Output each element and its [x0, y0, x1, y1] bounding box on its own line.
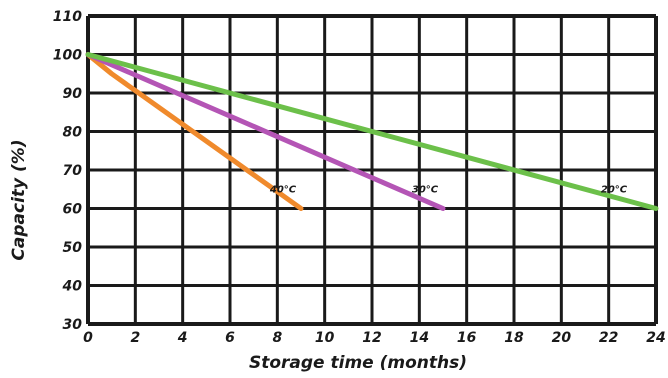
series-line-2 [85, 52, 446, 211]
x-tick-label: 8 [272, 330, 282, 346]
y-tick-label: 110 [53, 9, 82, 25]
x-tick-label: 12 [362, 330, 381, 346]
x-tick-label: 24 [646, 330, 665, 346]
x-tick-label: 0 [83, 330, 93, 346]
series-labels: 40°C 30°C 20°C [269, 185, 628, 196]
x-tick-label: 14 [410, 330, 429, 346]
x-axis-title: Storage time (months) [249, 353, 467, 373]
series-line-3 [85, 52, 659, 211]
series-label-1: 40°C [269, 185, 297, 196]
y-tick-label: 50 [63, 240, 83, 256]
y-tick-label: 80 [63, 125, 83, 141]
y-tick-label: 40 [62, 279, 83, 295]
x-tick-label: 4 [177, 330, 188, 346]
series-lines [85, 52, 659, 211]
y-tick-label: 60 [63, 202, 83, 218]
x-tick-label: 2 [130, 330, 140, 346]
x-tick-label: 20 [552, 330, 572, 346]
y-tick-label: 70 [63, 163, 83, 179]
series-label-2: 30°C [412, 185, 439, 196]
y-axis-title: Capacity (%) [9, 139, 29, 260]
axis-ticks: 0 2 4 6 8 10 12 14 16 18 20 22 243040506070809010011… [53, 9, 666, 346]
x-tick-label: 18 [504, 330, 524, 346]
series-line-1 [85, 52, 304, 211]
grid [86, 14, 658, 326]
y-tick-label: 100 [53, 48, 82, 64]
x-tick-label: 10 [315, 330, 335, 346]
x-tick-label: 6 [225, 330, 235, 346]
x-tick-label: 22 [599, 330, 618, 346]
series-label-3: 20°C [601, 185, 628, 196]
x-tick-label: 16 [457, 330, 477, 346]
y-tick-label: 30 [63, 317, 83, 333]
y-tick-label: 90 [63, 86, 83, 102]
